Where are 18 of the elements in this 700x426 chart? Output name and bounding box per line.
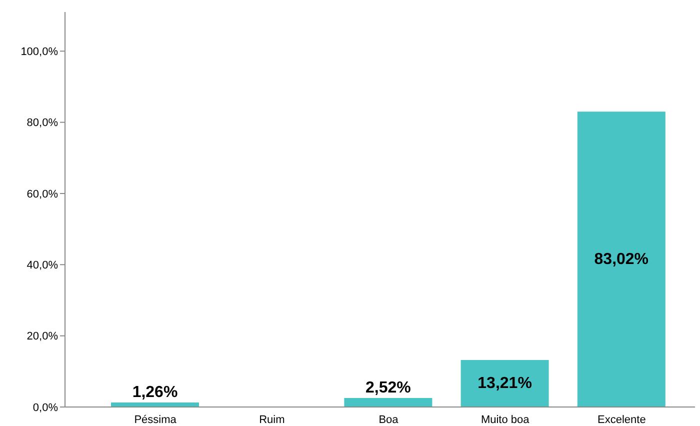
x-tick-label: Péssima [134,414,178,426]
y-tick-label: 100,0% [20,46,58,58]
y-tick-label: 0,0% [32,402,58,414]
x-tick-label: Excelente [598,414,646,426]
data-label: 1,26% [132,384,178,402]
bar [344,398,432,407]
data-label: 2,52% [366,380,411,397]
x-tick-label: Muito boa [480,414,530,426]
data-label: 83,02% [594,250,649,268]
y-tick-label: 60,0% [26,188,58,200]
y-tick-label: 80,0% [26,117,58,130]
x-tick-label: Ruim [259,414,285,426]
bar [577,112,666,407]
y-tick-label: 20,0% [26,330,58,343]
x-tick-label: Boa [378,414,400,426]
bar [460,360,549,407]
y-tick-label: 40,0% [26,260,58,272]
data-label: 13,21% [478,374,532,392]
